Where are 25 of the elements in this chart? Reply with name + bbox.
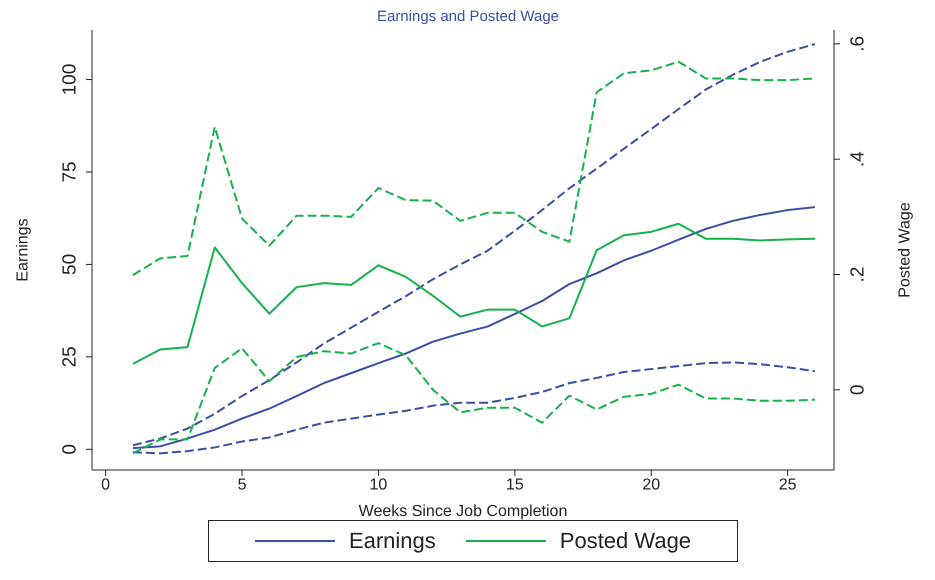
x-tick-label: 5 — [238, 476, 247, 494]
y-tick-label: 0 — [60, 444, 80, 455]
line-series — [132, 43, 816, 446]
y2-tick-label: .6 — [848, 36, 868, 52]
x-tick-label: 20 — [642, 476, 660, 494]
line-series — [132, 361, 816, 454]
y-tick-label: 75 — [60, 161, 80, 183]
y2-axis-title: Posted Wage — [896, 202, 914, 298]
line-series — [132, 342, 816, 454]
y-tick-label: 100 — [60, 64, 80, 96]
legend-label: Posted Wage — [560, 528, 692, 554]
x-tick-label: 10 — [370, 476, 388, 494]
x-tick-label: 0 — [101, 476, 110, 494]
x-axis-title: Weeks Since Job Completion — [358, 503, 568, 520]
y-tick-label: 25 — [60, 346, 80, 368]
chart-title: Earnings and Posted Wage — [376, 8, 560, 25]
x-tick-label: 25 — [778, 476, 797, 494]
y2-tick-label: .4 — [848, 150, 868, 168]
y2-tick-label: 0 — [848, 384, 868, 396]
x-tick-label: 15 — [506, 476, 524, 494]
legend-label: Earnings — [348, 528, 436, 554]
y2-tick-label: .2 — [848, 266, 868, 282]
y-axis-title: Earnings — [14, 218, 32, 282]
line-series — [132, 222, 816, 365]
y-tick-label: 50 — [60, 254, 80, 275]
